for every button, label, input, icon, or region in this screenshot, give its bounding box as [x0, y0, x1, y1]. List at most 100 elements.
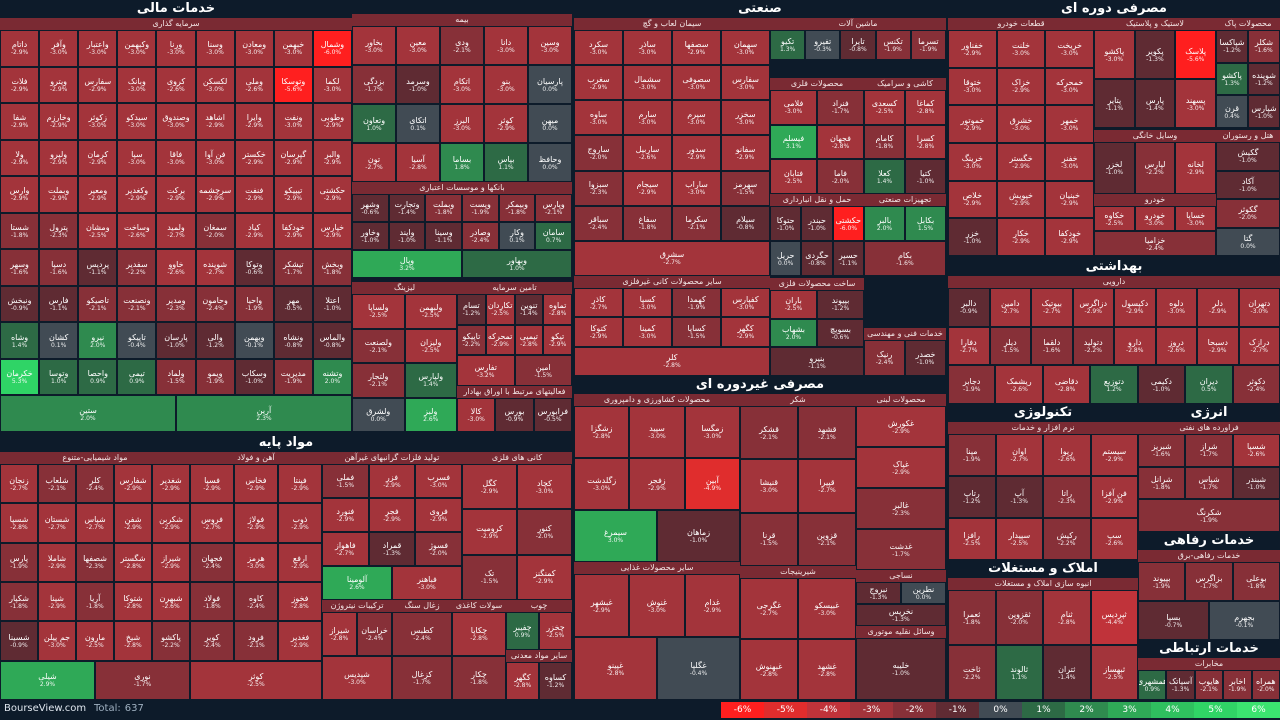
stock-cell[interactable]: چکاپا -2.8%	[452, 612, 506, 656]
stock-cell[interactable]: ثپردیس -4.4%	[1090, 590, 1138, 645]
stock-cell[interactable]: قشکر -2.1%	[740, 406, 798, 460]
stock-cell[interactable]: ولپارس 1.4%	[404, 363, 457, 398]
stock-cell[interactable]: فنفت -2.9%	[234, 176, 274, 213]
stock-cell[interactable]: تکیو 1.3%	[770, 30, 806, 60]
stock-cell[interactable]: سکرما -2.1%	[672, 205, 721, 241]
stock-cell[interactable]: سخزر -3.0%	[721, 100, 770, 136]
stock-cell[interactable]: فیسلم 3.1%	[770, 124, 817, 160]
stock-cell[interactable]: ختوقا -3.0%	[948, 67, 997, 106]
stock-cell[interactable]: غشهد -2.8%	[798, 639, 856, 700]
stock-cell[interactable]: کلر -2.4%	[76, 464, 114, 504]
stock-cell[interactable]: وملی -2.6%	[234, 66, 274, 104]
stock-cell[interactable]: ثبهساز -2.5%	[1090, 645, 1138, 700]
stock-cell[interactable]: کرومیت -2.9%	[462, 509, 517, 555]
stock-cell[interactable]: کتوکا -2.9%	[574, 317, 623, 347]
stock-cell[interactable]: شراز -1.7%	[1185, 434, 1233, 467]
stock-cell[interactable]: وسینا -1.1%	[425, 222, 462, 250]
stock-cell[interactable]: زشگزا -2.8%	[574, 406, 630, 458]
stock-cell[interactable]: حکشتی -2.9%	[312, 176, 352, 213]
stock-cell[interactable]: فجر -2.9%	[368, 498, 416, 532]
stock-cell[interactable]: شپاس -1.7%	[1185, 466, 1233, 500]
stock-cell[interactable]: وسکاب -1.0%	[234, 358, 274, 396]
stock-cell[interactable]: سیمرغ 3.0%	[574, 510, 657, 562]
stock-cell[interactable]: بکابل 1.5%	[905, 206, 946, 241]
stock-cell[interactable]: آسیا -2.8%	[396, 143, 440, 182]
stock-cell[interactable]: شگستر -2.8%	[114, 542, 152, 582]
stock-cell[interactable]: فسرب -3.0%	[415, 464, 462, 498]
stock-cell[interactable]: شپدیس -3.0%	[322, 656, 392, 700]
stock-cell[interactable]: فاما -2.0%	[817, 159, 864, 194]
stock-cell[interactable]: نیرو 2.0%	[78, 322, 118, 359]
stock-cell[interactable]: سدور -2.9%	[672, 135, 721, 171]
stock-cell[interactable]: غکورش -2.9%	[856, 406, 946, 447]
stock-cell[interactable]: پارس -1.4%	[1134, 79, 1176, 128]
stock-cell[interactable]: وایند -1.0%	[388, 222, 426, 250]
stock-cell[interactable]: کسپا -3.0%	[623, 288, 672, 318]
stock-cell[interactable]: والی -1.2%	[195, 322, 235, 359]
stock-cell[interactable]: شرانل -1.8%	[1138, 466, 1186, 500]
stock-cell[interactable]: واحصا 0.9%	[78, 358, 118, 396]
stock-cell[interactable]: وصندوق -3.0%	[156, 103, 196, 140]
stock-cell[interactable]: فسپا -2.9%	[190, 464, 234, 504]
stock-cell[interactable]: مدیریت -1.9%	[273, 358, 313, 396]
stock-cell[interactable]: سفاغ -1.8%	[623, 205, 672, 241]
stock-cell[interactable]: دسپا -1.6%	[39, 249, 79, 286]
stock-cell[interactable]: قشهد -2.1%	[798, 406, 856, 460]
stock-cell[interactable]: هرمز -3.0%	[234, 542, 278, 582]
stock-cell[interactable]: فولاژ -2.9%	[234, 503, 278, 543]
stock-cell[interactable]: ولمید -2.7%	[156, 212, 196, 250]
stock-cell[interactable]: برکت -2.9%	[156, 176, 196, 213]
stock-cell[interactable]: کامام -1.8%	[864, 124, 905, 160]
stock-cell[interactable]: ولصنعت -2.1%	[352, 328, 405, 363]
stock-cell[interactable]: بپاس 1.1%	[484, 143, 528, 182]
stock-cell[interactable]: وتعاون 1.0%	[352, 104, 396, 143]
stock-cell[interactable]: ونبخش -0.9%	[0, 285, 40, 323]
stock-cell[interactable]: آکاد -1.0%	[1216, 170, 1280, 199]
stock-cell[interactable]: راتا -2.3%	[1043, 476, 1091, 518]
stock-cell[interactable]: سبزوا -2.3%	[574, 170, 623, 206]
stock-cell[interactable]: سکرد -3.0%	[574, 30, 623, 66]
stock-cell[interactable]: وکبهمن -3.0%	[117, 30, 157, 67]
stock-cell[interactable]: شبهرن -2.6%	[152, 582, 190, 622]
stock-cell[interactable]: نوری -1.7%	[95, 660, 190, 700]
stock-cell[interactable]: سباقر -2.4%	[574, 205, 623, 241]
stock-cell[interactable]: کساوه -1.2%	[539, 662, 572, 700]
stock-cell[interactable]: وتجارت -1.4%	[388, 194, 426, 222]
stock-cell[interactable]: درازک -2.7%	[1238, 326, 1280, 366]
stock-cell[interactable]: حگردی -0.8%	[801, 241, 833, 276]
stock-cell[interactable]: نطرین 0.0%	[901, 582, 946, 604]
stock-cell[interactable]: تپکو -2.9%	[543, 324, 572, 356]
stock-cell[interactable]: اشاهد -2.9%	[195, 103, 235, 140]
stock-cell[interactable]: خموتور -2.9%	[948, 105, 997, 143]
stock-cell[interactable]: مارون -2.5%	[76, 621, 114, 661]
stock-cell[interactable]: کعلا 1.4%	[864, 159, 905, 194]
stock-cell[interactable]: شکلر -1.6%	[1248, 30, 1280, 63]
stock-cell[interactable]: فروی -2.9%	[415, 498, 462, 532]
stock-cell[interactable]: بپیوند -1.2%	[817, 290, 864, 319]
stock-cell[interactable]: وپال 3.2%	[352, 250, 462, 278]
stock-cell[interactable]: بنو -3.0%	[484, 65, 528, 104]
stock-cell[interactable]: سهمان -3.0%	[721, 30, 770, 66]
stock-cell[interactable]: تاپیکو -0.4%	[117, 322, 157, 359]
stock-cell[interactable]: وسرمد -1.0%	[396, 65, 440, 104]
stock-cell[interactable]: حریل 0.0%	[770, 241, 802, 276]
stock-cell[interactable]: ثعمرا -1.8%	[948, 590, 996, 645]
stock-cell[interactable]: ثتران -1.4%	[1043, 645, 1091, 700]
stock-cell[interactable]: خپارس -2.9%	[312, 212, 352, 250]
stock-cell[interactable]: فغدیر -2.9%	[278, 621, 322, 661]
stock-cell[interactable]: چخزر -2.5%	[539, 612, 572, 650]
stock-cell[interactable]: حتوکا -1.0%	[770, 206, 802, 241]
stock-cell[interactable]: دیلر -1.5%	[989, 326, 1031, 366]
stock-cell[interactable]: سپا -3.0%	[117, 139, 157, 177]
stock-cell[interactable]: ستین 2.0%	[0, 395, 176, 432]
stock-cell[interactable]: خراسان -2.4%	[357, 612, 392, 656]
stock-cell[interactable]: تنوین -1.4%	[514, 294, 544, 325]
stock-cell[interactable]: گکیش -1.0%	[1216, 142, 1280, 171]
stock-cell[interactable]: کروی -2.6%	[156, 66, 196, 104]
stock-cell[interactable]: فسوژ -2.0%	[415, 532, 462, 566]
stock-cell[interactable]: اتکای 0.1%	[396, 104, 440, 143]
stock-cell[interactable]: فخوز -2.8%	[278, 582, 322, 622]
stock-cell[interactable]: رافزا -2.5%	[948, 518, 996, 560]
stock-cell[interactable]: ومعادن -3.0%	[234, 30, 274, 67]
stock-cell[interactable]: قرن 0.4%	[1216, 95, 1248, 128]
